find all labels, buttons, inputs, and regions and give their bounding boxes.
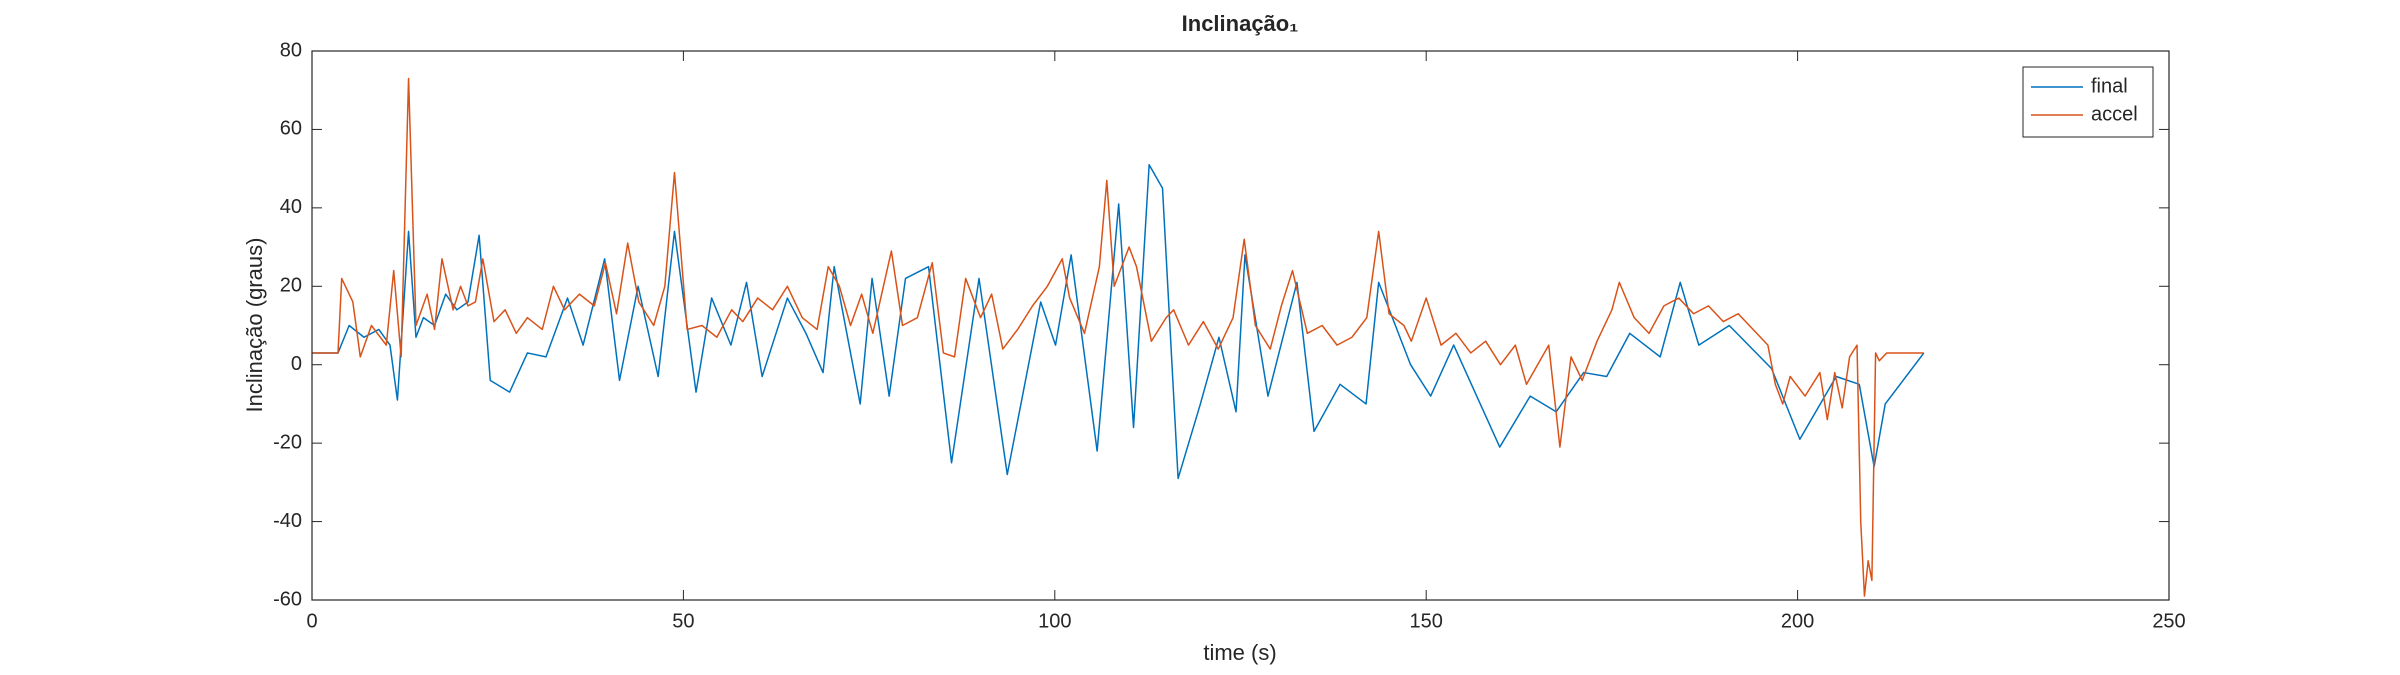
x-tick-label: 100 (1038, 610, 1071, 632)
y-axis-label: Inclinação (graus) (242, 238, 267, 413)
legend-box (2022, 66, 2154, 138)
line-series (312, 77, 1924, 597)
y-tick-label: 60 (280, 118, 302, 140)
x-tick-label: 50 (672, 610, 694, 632)
legend-label: accel (2091, 103, 2138, 125)
y-tick-label: -60 (273, 588, 302, 610)
x-tick-label: 200 (1781, 610, 1814, 632)
axes-box (311, 50, 2170, 601)
y-tick-label: 40 (280, 196, 302, 218)
x-tick-label: 0 (306, 610, 317, 632)
y-tick-label: -40 (273, 510, 302, 532)
y-tick-label: 20 (280, 275, 302, 297)
chart-title: Inclinação₁ (1182, 11, 1299, 36)
y-tick-label: -20 (273, 431, 302, 453)
x-tick-label: 150 (1410, 610, 1443, 632)
x-axis-label: time (s) (1203, 640, 1276, 665)
y-tick-label: 0 (291, 353, 302, 375)
y-tick-label: 80 (280, 39, 302, 61)
line-series (312, 163, 1925, 480)
x-tick-label: 250 (2152, 610, 2185, 632)
legend-label: final (2091, 75, 2128, 97)
